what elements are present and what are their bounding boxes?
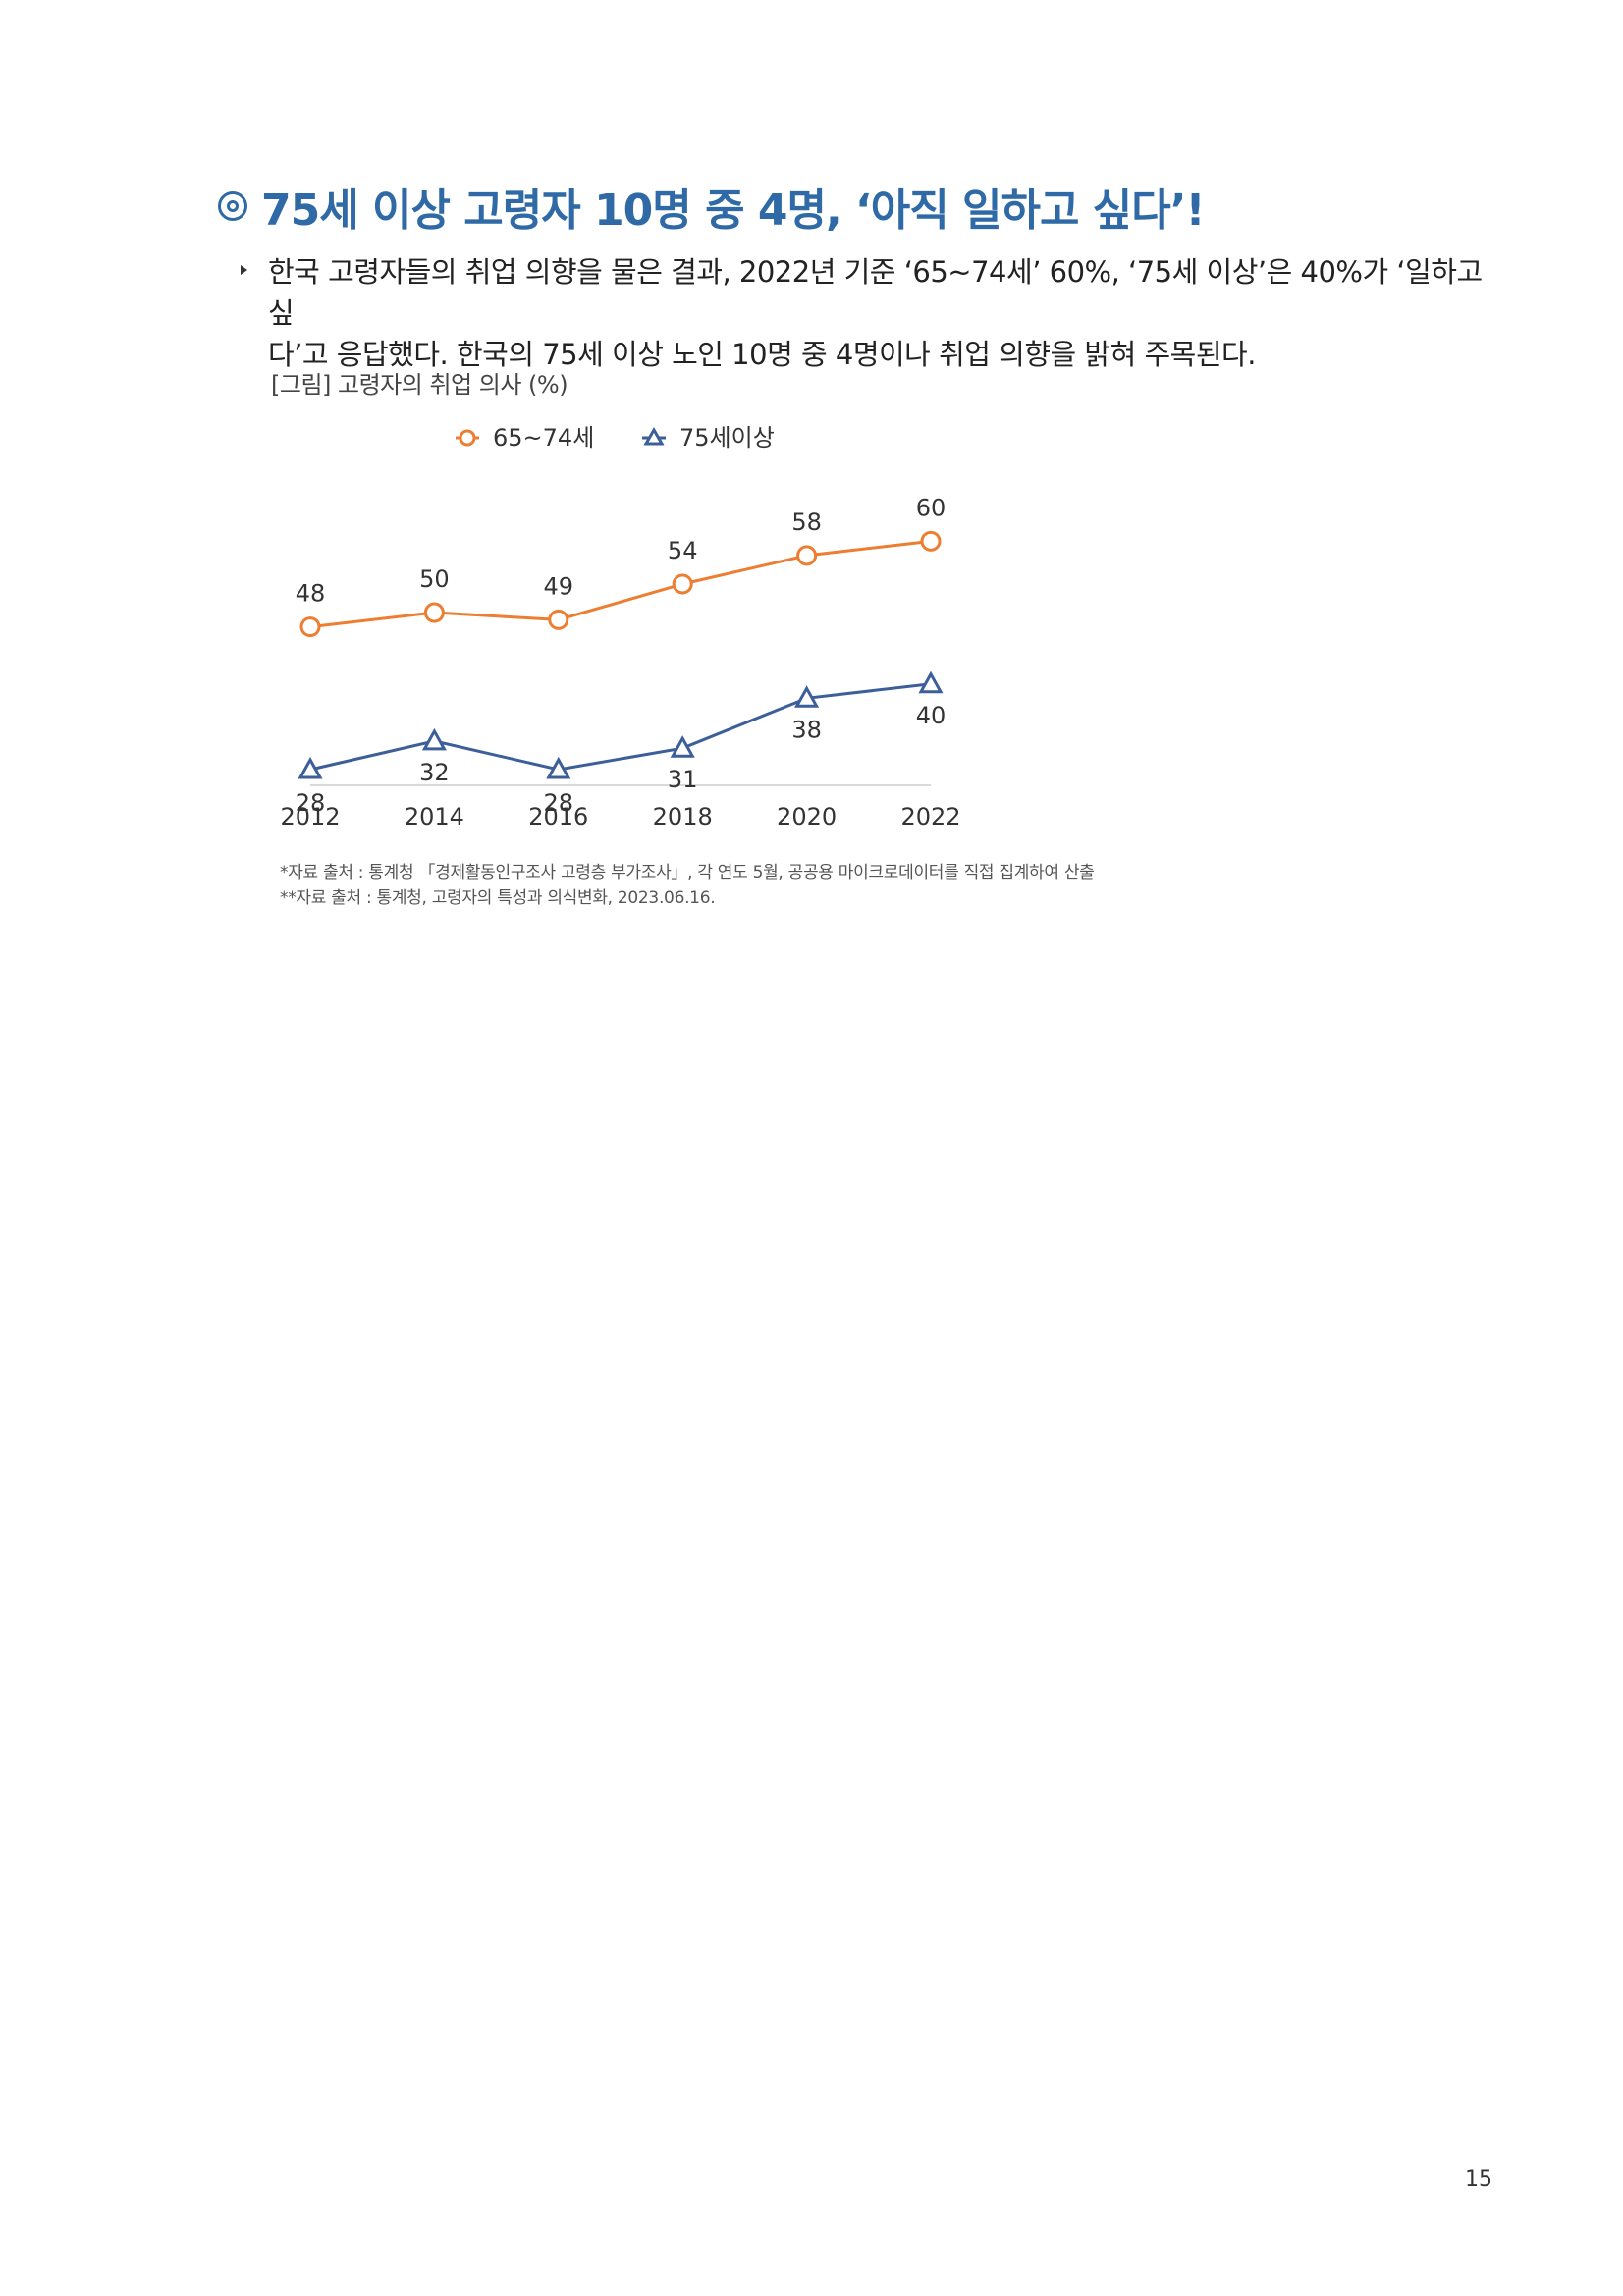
data-point-circle xyxy=(548,609,569,630)
series-line xyxy=(309,682,932,772)
data-point-triangle xyxy=(794,685,820,708)
legend-label: 65~74세 xyxy=(493,424,594,452)
data-label: 50 xyxy=(419,565,450,593)
data-label: 28 xyxy=(296,789,326,817)
data-point-circle xyxy=(423,602,445,623)
section-heading-text: 75세 이상 고령자 10명 중 4명, ‘아직 일하고 싶다’! xyxy=(261,186,1206,236)
page-number: 15 xyxy=(1465,2167,1492,2192)
data-point-circle xyxy=(796,545,818,566)
data-label: 28 xyxy=(544,789,574,817)
data-label: 48 xyxy=(296,580,326,608)
x-tick-label: 2022 xyxy=(900,803,960,830)
x-tick-label: 2020 xyxy=(777,803,837,830)
legend-circle-marker xyxy=(459,429,476,447)
legend-triangle-marker xyxy=(643,426,665,446)
line-chart: 2012 2014 2016 2018 2020 2022 65~74세 75세이상 48 50 4… xyxy=(280,424,960,830)
data-point-circle xyxy=(920,530,942,552)
data-label: 49 xyxy=(544,572,574,600)
x-tick-label: 2014 xyxy=(405,803,464,830)
x-tick-label: 2012 xyxy=(280,803,340,830)
data-label: 32 xyxy=(419,759,450,786)
data-label: 31 xyxy=(668,766,698,793)
series-line xyxy=(309,539,932,629)
x-tick-label: 2018 xyxy=(653,803,713,830)
data-point-circle xyxy=(299,616,321,638)
data-point-triangle xyxy=(670,735,695,758)
footnote-2: **자료 출처 : 통계청, 고령자의 특성과 의식변화, 2023.06.16… xyxy=(280,888,716,908)
data-point-triangle xyxy=(918,670,944,694)
data-point-circle xyxy=(672,573,693,595)
bullet-text: 한국 고령자들의 취업 의향을 물은 결과, 2022년 기준 ‘65~74세’… xyxy=(268,255,1483,371)
footnote-1: *자료 출처 : 통계청 「경제활동인구조사 고령층 부가조사」, 각 연도 5… xyxy=(280,863,1095,882)
figure-caption: [그림] 고령자의 취업 의사 (%) xyxy=(271,371,568,399)
data-label: 60 xyxy=(916,494,947,521)
data-point-triangle xyxy=(298,756,323,779)
section-heading: 75세 이상 고령자 10명 중 4명, ‘아직 일하고 싶다’! xyxy=(218,175,1206,238)
double-circle-icon xyxy=(218,191,247,221)
data-label: 54 xyxy=(668,537,698,564)
data-label: 40 xyxy=(916,702,947,729)
x-tick-label: 2016 xyxy=(528,803,588,830)
data-label: 38 xyxy=(791,716,822,743)
legend-label: 75세이상 xyxy=(679,424,775,452)
data-label: 58 xyxy=(791,508,822,536)
triangle-bullet-icon xyxy=(241,265,247,275)
data-point-triangle xyxy=(421,727,447,751)
footnotes: *자료 출처 : 통계청 「경제활동인구조사 고령층 부가조사」, 각 연도 5… xyxy=(280,860,1095,911)
bullet-paragraph: 한국 고령자들의 취업 의향을 물은 결과, 2022년 기준 ‘65~74세’… xyxy=(241,251,1488,375)
data-point-triangle xyxy=(546,756,571,779)
